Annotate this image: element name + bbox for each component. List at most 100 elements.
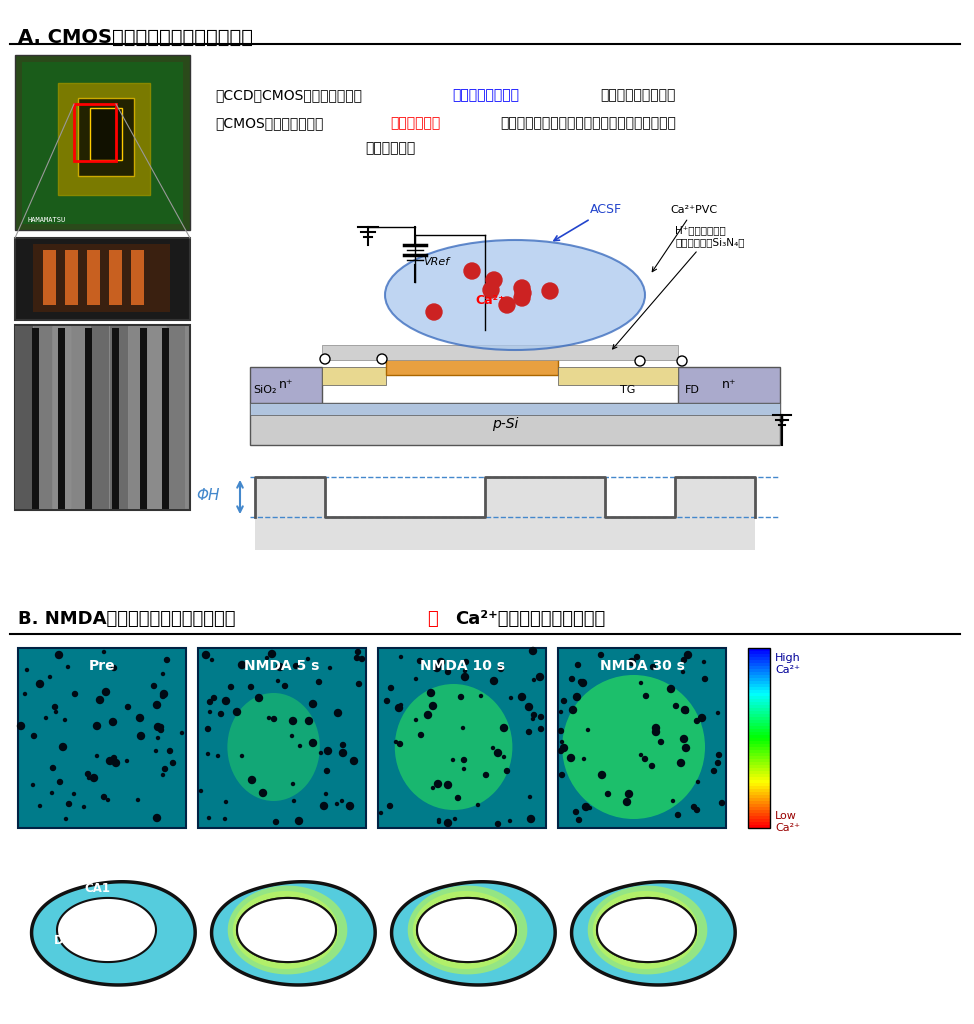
Circle shape [678, 760, 685, 767]
Bar [748, 737, 770, 741]
Bar [748, 725, 770, 729]
Circle shape [218, 712, 223, 717]
Text: ΦH: ΦH [197, 487, 220, 503]
Text: B. NMDA刺激により惹起される細胞: B. NMDA刺激により惹起される細胞 [18, 610, 236, 628]
Circle shape [328, 667, 331, 670]
Circle shape [561, 698, 567, 703]
Circle shape [207, 816, 210, 819]
Bar [748, 672, 770, 675]
Text: ・CCD（CMOS）カメラ：光を: ・CCD（CMOS）カメラ：光を [215, 88, 362, 102]
Circle shape [72, 691, 78, 696]
Bar [65, 250, 78, 305]
Bar [748, 798, 770, 801]
Circle shape [165, 657, 169, 663]
Circle shape [206, 753, 209, 756]
Circle shape [526, 703, 533, 711]
Circle shape [200, 790, 203, 793]
Circle shape [542, 283, 558, 299]
Circle shape [39, 805, 42, 808]
Bar [748, 743, 770, 746]
Bar [386, 347, 558, 375]
Bar [678, 367, 780, 403]
Bar [748, 669, 770, 672]
Circle shape [347, 803, 354, 810]
Bar [162, 328, 169, 509]
Bar [748, 648, 770, 828]
Circle shape [241, 755, 244, 758]
Circle shape [437, 658, 444, 666]
Circle shape [464, 263, 480, 279]
Circle shape [208, 711, 211, 714]
Circle shape [598, 652, 604, 657]
Circle shape [126, 760, 129, 763]
Circle shape [444, 781, 452, 788]
Circle shape [514, 290, 530, 306]
Bar [140, 328, 147, 509]
Circle shape [159, 725, 164, 729]
Circle shape [716, 761, 721, 766]
Bar [250, 403, 780, 445]
Circle shape [463, 768, 466, 770]
Circle shape [560, 740, 564, 743]
Circle shape [653, 728, 659, 735]
Circle shape [640, 682, 643, 684]
Text: n⁺: n⁺ [279, 379, 293, 391]
Text: イオン感応膜: イオン感応膜 [390, 116, 440, 130]
Bar [748, 695, 770, 699]
Circle shape [136, 799, 139, 802]
Bar [748, 711, 770, 714]
Circle shape [155, 750, 158, 753]
Circle shape [527, 729, 532, 734]
Circle shape [694, 808, 699, 812]
Text: で電子量変化に変換: で電子量変化に変換 [600, 88, 675, 102]
Circle shape [106, 799, 109, 802]
Circle shape [223, 817, 227, 820]
Circle shape [644, 693, 649, 698]
Circle shape [126, 705, 131, 710]
Ellipse shape [394, 684, 512, 810]
Circle shape [685, 651, 692, 658]
Text: ACSF: ACSF [554, 203, 622, 241]
Bar [748, 753, 770, 756]
Circle shape [496, 821, 501, 826]
Circle shape [57, 779, 62, 784]
Circle shape [505, 768, 509, 773]
Circle shape [216, 755, 219, 758]
Bar [748, 681, 770, 684]
Circle shape [161, 693, 166, 698]
Polygon shape [597, 898, 696, 963]
Bar [748, 734, 770, 738]
Polygon shape [228, 886, 348, 975]
Polygon shape [237, 898, 336, 963]
Polygon shape [211, 882, 375, 985]
Bar [748, 720, 770, 723]
Circle shape [418, 658, 423, 664]
Circle shape [95, 755, 98, 758]
Circle shape [53, 705, 57, 710]
Text: ・CMOSイオンカメラ：: ・CMOSイオンカメラ： [215, 116, 323, 130]
Circle shape [568, 755, 575, 762]
Bar [748, 666, 770, 669]
Circle shape [492, 746, 495, 750]
Circle shape [397, 741, 402, 746]
Circle shape [83, 806, 86, 809]
Circle shape [154, 701, 161, 709]
Circle shape [161, 690, 168, 697]
Bar [748, 723, 770, 726]
Circle shape [419, 732, 424, 737]
Bar [748, 731, 770, 735]
Bar [558, 367, 678, 385]
Circle shape [539, 726, 543, 731]
Circle shape [394, 740, 397, 743]
Circle shape [667, 685, 675, 692]
Circle shape [229, 684, 234, 689]
Circle shape [210, 658, 213, 662]
Text: 外: 外 [427, 610, 437, 628]
Polygon shape [587, 886, 707, 975]
Circle shape [320, 803, 327, 810]
Circle shape [45, 717, 48, 720]
Text: Pre: Pre [89, 659, 115, 673]
Polygon shape [417, 898, 516, 963]
Polygon shape [57, 898, 156, 963]
Circle shape [155, 724, 162, 730]
